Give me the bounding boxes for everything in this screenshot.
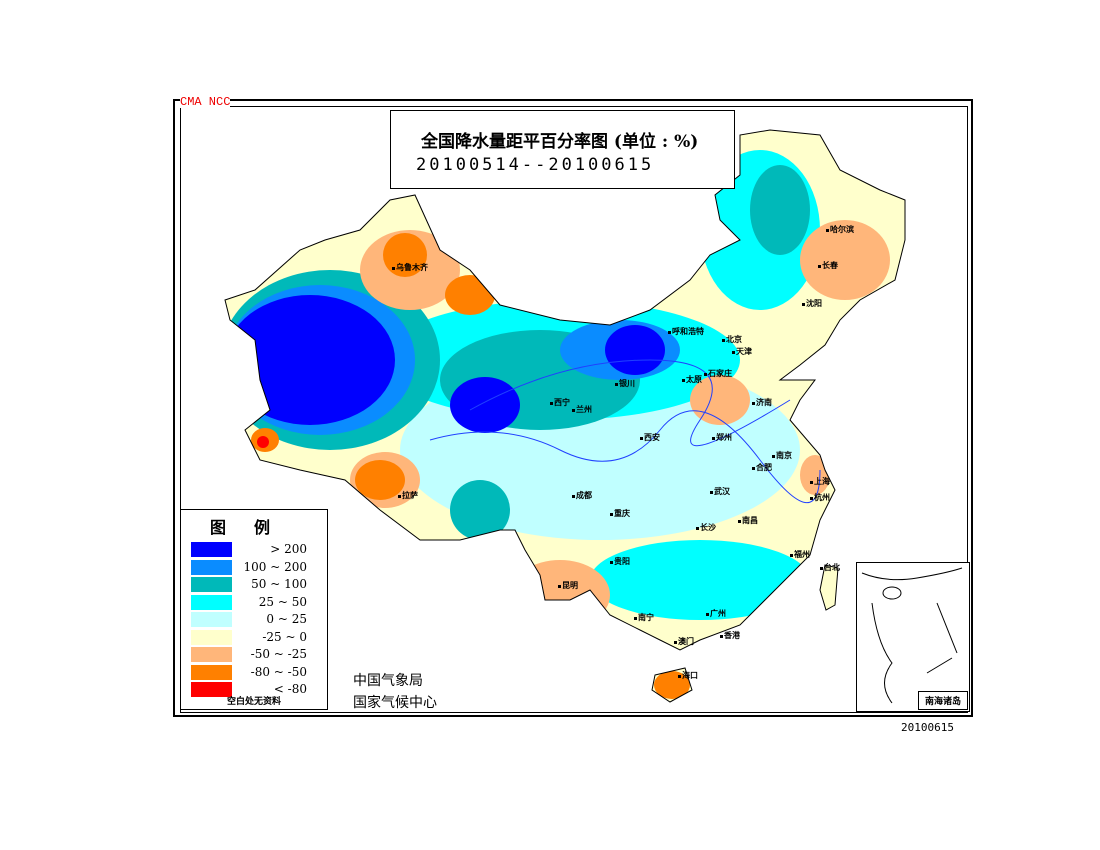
legend-item: > 200 — [191, 542, 319, 558]
city-label: 海口 — [678, 670, 698, 681]
legend-swatch — [191, 682, 232, 697]
legend-swatch — [191, 664, 232, 680]
legend-title: 图例 — [209, 518, 298, 537]
city-label: 上海 — [810, 476, 830, 487]
city-label: 昆明 — [558, 580, 578, 591]
legend-label: > 200 — [270, 542, 307, 556]
legend-item: -25 ~ 0 — [191, 629, 319, 646]
city-label: 太原 — [682, 374, 702, 385]
city-label: 哈尔滨 — [826, 224, 854, 235]
city-label: 沈阳 — [802, 298, 822, 309]
legend-label: -25 ~ 0 — [262, 629, 307, 644]
legend-item: 100 ~ 200 — [191, 559, 319, 576]
city-label: 福州 — [790, 549, 810, 560]
city-label: 济南 — [752, 397, 772, 408]
legend-label: 0 ~ 25 — [266, 612, 307, 626]
city-label: 呼和浩特 — [668, 326, 704, 337]
legend-item: 25 ~ 50 — [191, 594, 319, 611]
legend-swatch — [191, 647, 232, 662]
city-label: 武汉 — [710, 486, 730, 497]
title-box: 全国降水量距平百分率图 (单位 : %) 20100514--20100615 — [390, 110, 735, 189]
legend-swatch — [191, 559, 232, 575]
city-label: 台北 — [820, 562, 840, 573]
map-frame — [173, 99, 973, 717]
city-label: 南京 — [772, 450, 792, 461]
city-label: 乌鲁木齐 — [392, 262, 428, 273]
city-label: 长沙 — [696, 522, 716, 533]
map-title: 全国降水量距平百分率图 (单位 : %) — [421, 132, 699, 152]
legend-swatch — [191, 542, 232, 557]
city-label: 贵阳 — [610, 556, 630, 567]
date-range: 20100514--20100615 — [416, 155, 655, 175]
legend: 图例 > 200 100 ~ 200 50 ~ 100 25 ~ 50 0 ~ 25 -2… — [180, 509, 328, 710]
legend-swatch — [191, 612, 232, 627]
city-label: 成都 — [572, 490, 592, 501]
legend-label: 25 ~ 50 — [258, 594, 307, 609]
city-label: 重庆 — [610, 508, 630, 519]
footer-date: 20100615 — [901, 721, 954, 734]
legend-item: -50 ~ -25 — [191, 647, 319, 663]
legend-item: -80 ~ -50 — [191, 664, 319, 681]
watermark: CMA NCC — [180, 95, 231, 109]
city-label: 北京 — [722, 334, 742, 345]
legend-label: < -80 — [273, 682, 307, 696]
legend-item: < -80 — [191, 682, 319, 698]
city-label: 杭州 — [810, 492, 830, 503]
city-label: 南昌 — [738, 515, 758, 526]
city-label: 长春 — [818, 260, 838, 271]
city-label: 石家庄 — [704, 368, 732, 379]
legend-swatch — [191, 594, 232, 610]
agency-cma: 中国气象局 — [353, 673, 423, 689]
city-label: 香港 — [720, 630, 740, 641]
legend-label: 50 ~ 100 — [251, 577, 307, 591]
inset-map — [861, 567, 963, 704]
agency-ncc: 国家气候中心 — [353, 695, 437, 711]
legend-swatch — [191, 629, 232, 645]
legend-item: 0 ~ 25 — [191, 612, 319, 628]
legend-swatch — [191, 577, 232, 592]
city-label: 合肥 — [752, 462, 772, 473]
city-label: 天津 — [732, 346, 752, 357]
legend-item: 50 ~ 100 — [191, 577, 319, 593]
city-label: 西宁 — [550, 397, 570, 408]
city-label: 广州 — [706, 608, 726, 619]
legend-note: 空白处无资料 — [226, 697, 281, 707]
inset-label: 南海诸岛 — [917, 691, 968, 710]
map-inner-frame — [180, 106, 968, 713]
city-label: 西安 — [640, 432, 660, 443]
city-label: 郑州 — [712, 432, 732, 443]
city-label: 澳门 — [674, 636, 694, 647]
south-china-sea-inset: 南海诸岛 — [856, 562, 970, 712]
yangtze-river — [429, 410, 821, 503]
legend-label: 100 ~ 200 — [243, 559, 308, 574]
city-label: 兰州 — [572, 404, 592, 415]
city-label: 银川 — [615, 378, 635, 389]
city-label: 南宁 — [634, 612, 654, 623]
city-label: 拉萨 — [398, 490, 418, 501]
legend-label: -80 ~ -50 — [250, 664, 307, 679]
legend-label: -50 ~ -25 — [250, 647, 307, 661]
